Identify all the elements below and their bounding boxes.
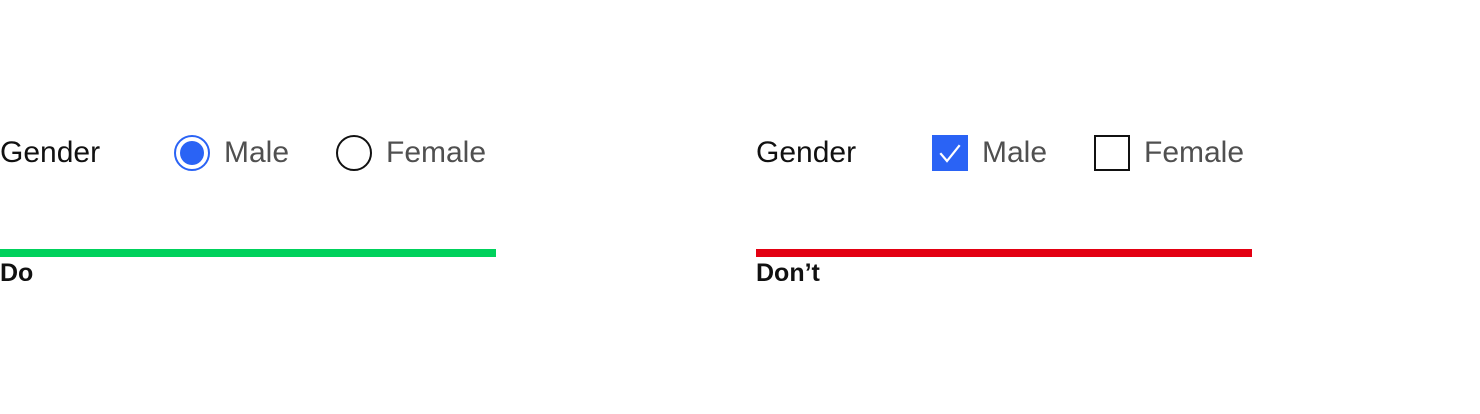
dont-checkbox-female-label: Female xyxy=(1144,136,1245,169)
dont-gender-label: Gender xyxy=(756,136,857,169)
do-indicator-bar xyxy=(0,249,496,257)
do-gender-row: Gender Male Female xyxy=(0,131,496,175)
do-caption: Do xyxy=(0,259,34,287)
do-gender-label: Gender xyxy=(0,136,101,169)
dont-indicator-bar xyxy=(756,249,1252,257)
checkmark-icon xyxy=(939,144,961,163)
do-radio-male[interactable]: Male xyxy=(174,131,289,175)
do-example-panel: Gender Male Female Do xyxy=(0,0,496,414)
do-radio-female[interactable]: Female xyxy=(336,131,486,175)
dont-checkbox-male-label: Male xyxy=(982,136,1048,169)
dont-checkbox-female[interactable]: Female xyxy=(1094,131,1244,175)
dont-gender-row: Gender Male Female xyxy=(756,131,1252,175)
do-radio-female-label: Female xyxy=(386,136,487,169)
dont-caption: Don’t xyxy=(756,259,820,287)
dont-example-panel: Gender Male Female Don’t xyxy=(756,0,1252,414)
radio-checked-icon[interactable] xyxy=(174,135,210,171)
radio-unchecked-icon[interactable] xyxy=(336,135,372,171)
checkbox-checked-icon[interactable] xyxy=(932,135,968,171)
do-radio-male-label: Male xyxy=(224,136,290,169)
dont-checkbox-male[interactable]: Male xyxy=(932,131,1047,175)
checkbox-unchecked-icon[interactable] xyxy=(1094,135,1130,171)
